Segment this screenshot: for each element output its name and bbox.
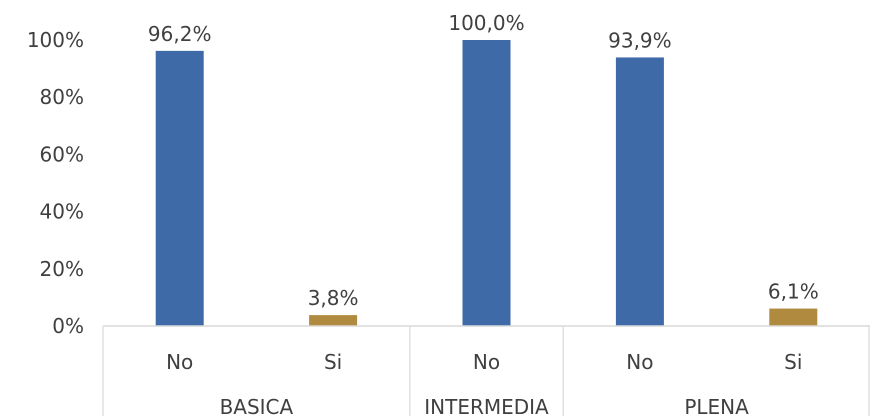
y-tick-label: 0% bbox=[52, 314, 84, 338]
data-label: 6,1% bbox=[768, 280, 819, 304]
data-label: 96,2% bbox=[148, 22, 212, 46]
group-label: BASICA bbox=[220, 395, 294, 416]
bar-intermedia-no bbox=[462, 40, 511, 326]
category-label: No bbox=[626, 350, 653, 374]
data-label: 100,0% bbox=[448, 11, 524, 35]
plot-area: 96,2% 3,8% 100,0% 93,9% 6,1% bbox=[148, 11, 819, 327]
category-label: No bbox=[473, 350, 500, 374]
group-label: PLENA bbox=[684, 395, 749, 416]
group-label: INTERMEDIA bbox=[424, 395, 549, 416]
y-tick-label: 80% bbox=[40, 85, 84, 109]
y-axis: 0% 20% 40% 60% 80% 100% bbox=[27, 28, 84, 338]
data-label: 93,9% bbox=[608, 28, 672, 52]
bar-basica-si bbox=[309, 315, 358, 326]
category-label: No bbox=[166, 350, 193, 374]
x-axis: No Si No No Si BASICA INTERMEDIA PLENA bbox=[102, 325, 870, 416]
bar-plena-si bbox=[769, 308, 818, 326]
bar-plena-no bbox=[615, 57, 664, 327]
y-tick-label: 20% bbox=[40, 257, 84, 281]
category-label: Si bbox=[324, 350, 342, 374]
y-tick-label: 100% bbox=[27, 28, 84, 52]
category-label: Si bbox=[784, 350, 802, 374]
y-tick-label: 40% bbox=[40, 200, 84, 224]
bar-basica-no bbox=[155, 50, 204, 326]
y-tick-label: 60% bbox=[40, 142, 84, 166]
data-label: 3,8% bbox=[308, 286, 359, 310]
